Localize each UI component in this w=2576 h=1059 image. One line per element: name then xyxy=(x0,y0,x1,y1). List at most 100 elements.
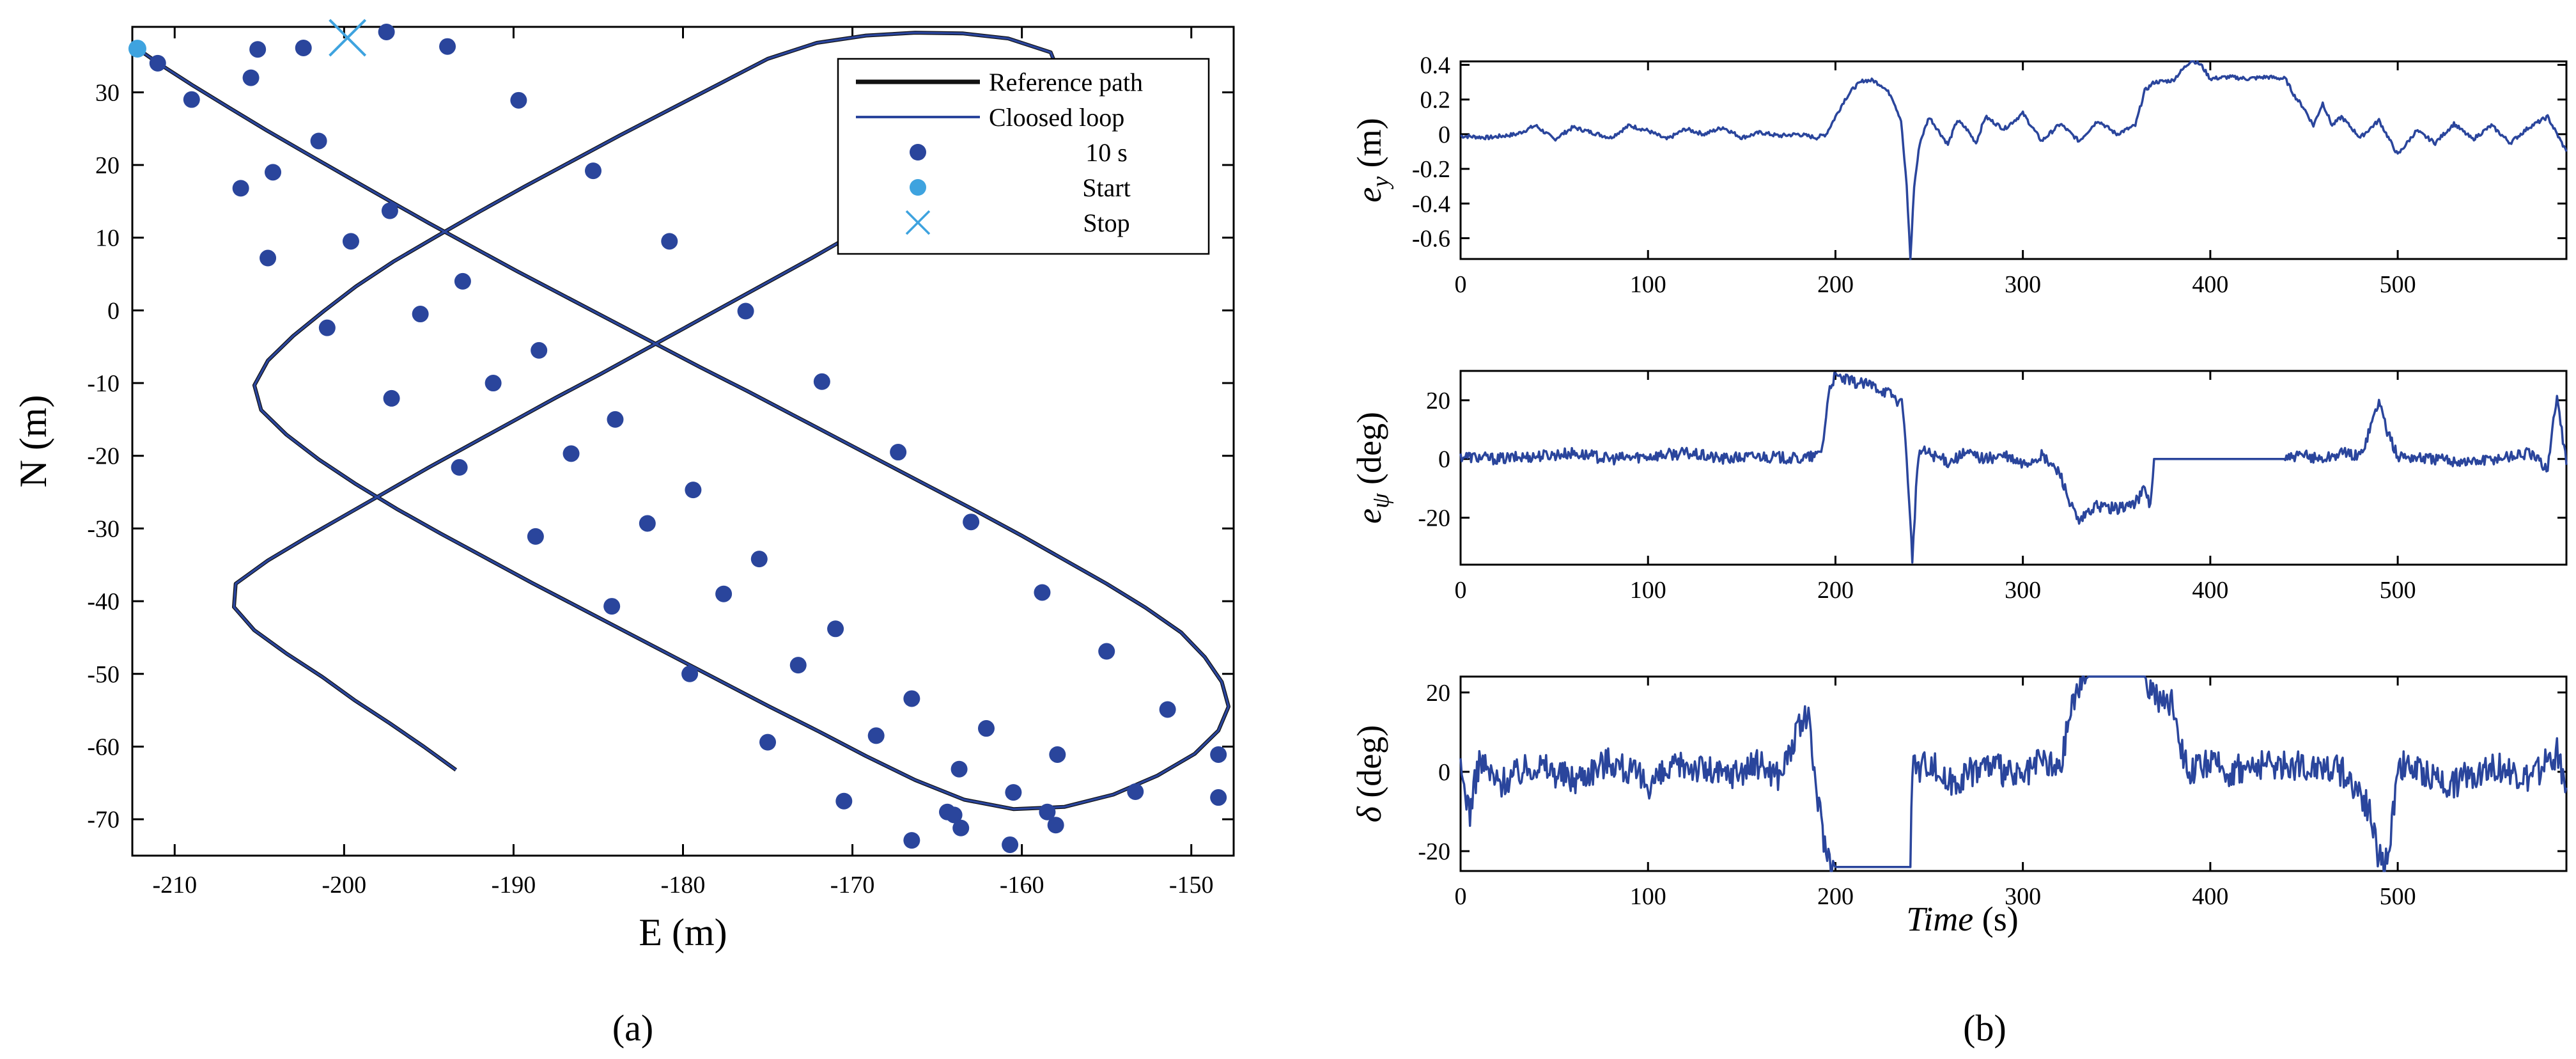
y-tick-label: -0.6 xyxy=(1412,225,1450,252)
marker-10s xyxy=(451,459,468,476)
x-tick-label: -150 xyxy=(1169,872,1214,898)
y-tick-label: -20 xyxy=(1418,838,1450,865)
x-tick-label: 100 xyxy=(1630,271,1666,298)
marker-10s xyxy=(563,445,580,462)
marker-10s xyxy=(1049,746,1066,763)
y-tick-label: 0 xyxy=(107,297,120,324)
y-tick-label: 0 xyxy=(1438,446,1450,473)
marker-10s xyxy=(265,164,282,181)
marker-10s xyxy=(759,733,777,751)
x-tick-label: -180 xyxy=(661,872,706,898)
marker-10s xyxy=(527,528,544,545)
y-tick-label: -0.4 xyxy=(1412,191,1450,217)
x-tick-label: 200 xyxy=(1817,271,1854,298)
x-tick-label: -210 xyxy=(152,872,197,898)
marker-10s xyxy=(242,69,260,86)
marker-10s xyxy=(1127,783,1144,800)
stop-marker xyxy=(329,19,367,57)
x-tick-label: 300 xyxy=(2005,883,2041,910)
y-tick-label: 10 xyxy=(95,225,120,252)
marker-10s xyxy=(750,551,768,568)
marker-10s xyxy=(439,38,456,55)
marker-10s xyxy=(412,306,429,323)
marker-10s xyxy=(945,806,963,824)
marker-10s xyxy=(867,727,885,744)
x-tick-label: -200 xyxy=(322,872,367,898)
marker-10s xyxy=(1159,701,1176,718)
x-tick-label: 300 xyxy=(2005,271,2041,298)
marker-10s xyxy=(381,202,398,219)
y-tick-label: 20 xyxy=(1426,388,1450,414)
marker-10s xyxy=(1005,784,1022,801)
marker-10s xyxy=(1002,836,1019,853)
y-axis-title-base: e xyxy=(1350,508,1388,524)
marker-10s xyxy=(531,341,548,359)
x-tick-label: 400 xyxy=(2192,577,2228,604)
marker-10s xyxy=(1047,817,1064,834)
x-tick-label: -170 xyxy=(830,872,875,898)
marker-10s xyxy=(607,411,624,428)
x-tick-label: 400 xyxy=(2192,883,2228,910)
y-axis-title-unit: (deg) xyxy=(1350,412,1388,493)
marker-10s xyxy=(1210,789,1227,806)
x-axis-title-unit: (s) xyxy=(1973,900,2018,938)
marker-10s xyxy=(827,620,844,638)
marker-10s xyxy=(950,760,968,778)
marker-10s xyxy=(183,91,200,108)
marker-10s xyxy=(232,180,249,197)
marker-10s xyxy=(342,233,359,250)
marker-10s xyxy=(903,690,920,707)
marker-10s xyxy=(952,819,970,836)
subplot-frame xyxy=(1459,370,2568,566)
x-tick-label: 200 xyxy=(1817,883,1854,910)
y-axis-title-unit: (deg) xyxy=(1350,725,1388,806)
marker-10s xyxy=(485,375,502,392)
marker-10s xyxy=(260,249,277,267)
x-axis-title: E (m) xyxy=(639,911,727,953)
y-tick-label: 30 xyxy=(95,79,120,106)
subplot-frame xyxy=(1459,60,2568,260)
legend-swatch-10s xyxy=(910,144,926,161)
y-tick-label: 0 xyxy=(1438,759,1450,786)
marker-10s xyxy=(378,23,395,40)
marker-10s xyxy=(835,792,853,810)
y-tick-label: 20 xyxy=(95,152,120,179)
marker-10s xyxy=(661,233,678,250)
x-tick-label: 500 xyxy=(2380,883,2416,910)
marker-10s xyxy=(310,132,327,150)
legend-entry-label: Reference path xyxy=(989,68,1143,97)
y-tick-label: -60 xyxy=(87,733,120,760)
x-tick-label: 100 xyxy=(1630,883,1666,910)
legend: Reference path Cloosed loop 10 s Start Stop xyxy=(837,58,1210,255)
marker-10s xyxy=(603,598,621,615)
y-tick-label: 20 xyxy=(1426,680,1450,707)
marker-10s xyxy=(715,585,733,602)
panel-label-b: (b) xyxy=(1963,1007,2006,1049)
series-ey xyxy=(1460,60,2568,260)
y-tick-label: 0.4 xyxy=(1420,52,1451,79)
y-axis-title: ey (m) xyxy=(1350,118,1394,202)
marker-10s xyxy=(383,389,400,407)
marker-10s xyxy=(295,39,312,56)
marker-10s xyxy=(977,720,995,737)
legend-swatch-start xyxy=(910,179,926,196)
y-tick-label: -10 xyxy=(87,370,120,397)
marker-10s xyxy=(681,665,699,682)
y-tick-label: -70 xyxy=(87,806,120,833)
legend-entry-label: Cloosed loop xyxy=(989,103,1124,132)
marker-10s xyxy=(963,514,980,531)
start-marker xyxy=(128,40,146,58)
marker-10s xyxy=(737,302,754,320)
marker-10s xyxy=(454,272,471,290)
x-tick-label: 100 xyxy=(1630,577,1666,604)
legend-box xyxy=(837,58,1210,255)
legend-entry-label: 10 s xyxy=(1085,138,1128,167)
legend-swatch-stop xyxy=(905,210,931,235)
panel-a-trajectory-plot: -210 -200 -190 -180 -170 -160 -150-70-60-50-40… xyxy=(12,19,1235,953)
series-epsi xyxy=(1459,372,2568,564)
y-tick-label: 0.2 xyxy=(1420,87,1451,114)
y-axis-title: δ (deg) xyxy=(1350,725,1388,823)
legend-entry-label: Start xyxy=(1082,173,1131,202)
